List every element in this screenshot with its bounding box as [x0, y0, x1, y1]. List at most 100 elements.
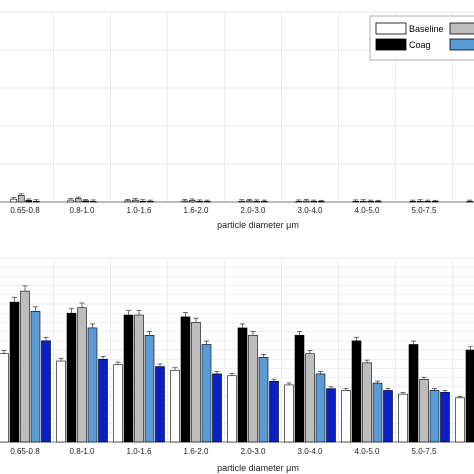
- bottom-bar-4-3: [258, 357, 269, 443]
- top-bar-3-1: [188, 200, 196, 203]
- top-bar-7-3: [431, 201, 439, 203]
- bottom-bar-0-4: [41, 340, 51, 443]
- top-x-tick-label-7: 5.0-7.5: [412, 206, 437, 215]
- top-x-tick-label-1: 0.8-1.0: [70, 206, 95, 215]
- bottom-x-tick-label-2: 1.0-1.6: [127, 447, 152, 456]
- bottom-bar-1-0: [56, 360, 66, 443]
- bottom-x-tick-label-4: 2.0-3.0: [241, 447, 266, 456]
- bottom-bar-1-2: [77, 307, 87, 443]
- top-bar-3-3: [203, 201, 211, 203]
- top-bar-6-0: [352, 201, 360, 203]
- bottom-x-tick-label-7: 5.0-7.5: [412, 447, 437, 456]
- top-bar-1-3: [89, 201, 97, 203]
- bottom-bar-5-2: [305, 353, 315, 443]
- bottom-bar-6-4: [383, 390, 393, 443]
- legend-swatch-baseline: [375, 22, 407, 35]
- bottom-bar-4-0: [227, 375, 237, 443]
- bottom-bar-1-4: [98, 358, 108, 443]
- top-x-tick-label-5: 3.0-4.0: [298, 206, 323, 215]
- bottom-bar-4-1: [237, 327, 248, 443]
- bottom-bar-2-1: [123, 314, 134, 443]
- bottom-bar-7-0: [398, 393, 408, 443]
- top-bar-4-3: [260, 201, 268, 203]
- bottom-x-tick-label-6: 4.0-5.0: [355, 447, 380, 456]
- top-bar-1-1: [74, 198, 82, 203]
- bottom-panel: 0.65-0.8 0.8-1.0 1.0-1.6 1.6-2.0 2.0-3.0 3.0-…: [0, 257, 474, 456]
- bottom-bar-4-4: [269, 380, 279, 443]
- bottom-bar-6-3: [372, 382, 383, 443]
- top-bar-0-1: [17, 195, 25, 203]
- top-bar-3-0: [181, 200, 189, 203]
- top-bar-5-3: [317, 201, 325, 203]
- top-x-tick-label-0: 0.65-0.8: [10, 206, 40, 215]
- top-bar-2-1: [131, 199, 139, 203]
- legend-swatch-lightblue: [449, 38, 474, 51]
- top-x-tick-label-6: 4.0-5.0: [355, 206, 380, 215]
- bottom-bar-0-3: [30, 311, 41, 443]
- bottom-bar-1-1: [66, 312, 77, 443]
- top-bar-4-1: [245, 200, 253, 203]
- bottom-bar-0-0: [0, 353, 9, 443]
- top-bar-5-0: [295, 201, 303, 203]
- bottom-bar-5-1: [294, 334, 305, 443]
- top-bar-7-0: [409, 201, 417, 203]
- bottom-bar-7-3: [429, 390, 440, 443]
- top-bar-7-1: [416, 200, 424, 203]
- top-bar-4-0: [238, 200, 246, 203]
- bottom-bar-0-2: [20, 290, 30, 443]
- bottom-bar-7-2: [419, 379, 429, 443]
- bottom-bar-0-1: [9, 301, 20, 443]
- bottom-x-axis-label: particle diameter μm: [217, 463, 299, 473]
- legend-swatch-gray: [449, 22, 474, 35]
- bottom-bar-8-1: [465, 349, 474, 443]
- bottom-x-tick-label-1: 0.8-1.0: [70, 447, 95, 456]
- bottom-bar-5-4: [326, 388, 336, 443]
- bottom-x-tick-label-3: 1.6-2.0: [184, 447, 209, 456]
- top-bar-4-2: [253, 201, 261, 203]
- bottom-bar-1-3: [87, 327, 98, 443]
- bottom-x-tick-labels: 0.65-0.8 0.8-1.0 1.0-1.6 1.6-2.0 2.0-3.0 3.0-…: [10, 447, 437, 456]
- bottom-bar-2-2: [134, 314, 144, 443]
- bottom-bars: [0, 285, 474, 443]
- top-bar-7-2: [424, 201, 432, 203]
- top-bar-6-1: [359, 200, 367, 203]
- legend-label-baseline: Baseline: [409, 24, 444, 34]
- top-bar-2-0: [124, 200, 132, 203]
- bottom-bar-6-0: [341, 390, 351, 443]
- legend: Baseline Coag: [369, 15, 474, 61]
- top-bar-5-2: [310, 201, 318, 203]
- top-bar-2-2: [139, 200, 147, 203]
- top-x-tick-label-4: 2.0-3.0: [241, 206, 266, 215]
- bottom-bar-2-0: [113, 364, 123, 443]
- top-x-tick-label-3: 1.6-2.0: [184, 206, 209, 215]
- top-x-tick-label-2: 1.0-1.6: [127, 206, 152, 215]
- top-bar-0-0: [10, 198, 18, 203]
- bottom-x-tick-label-5: 3.0-4.0: [298, 447, 323, 456]
- bottom-x-tick-label-0: 0.65-0.8: [10, 447, 40, 456]
- top-bar-6-2: [367, 201, 375, 203]
- bottom-bar-2-4: [155, 366, 165, 443]
- bottom-bar-3-3: [201, 344, 212, 443]
- legend-swatch-coag: [375, 38, 407, 51]
- bottom-bar-8-0: [455, 397, 465, 443]
- bottom-bar-5-3: [315, 373, 326, 443]
- bottom-bar-6-1: [351, 340, 362, 443]
- top-bar-1-0: [67, 199, 75, 203]
- top-bar-3-2: [196, 201, 204, 203]
- bottom-bar-7-4: [440, 392, 450, 443]
- bottom-bar-2-3: [144, 334, 155, 443]
- top-bar-8-0: [466, 201, 474, 203]
- bottom-bar-3-2: [191, 322, 201, 443]
- top-bar-0-3: [32, 200, 40, 203]
- top-bar-5-1: [302, 200, 310, 203]
- top-x-axis-label: particle diameter μm: [217, 220, 299, 230]
- top-panel: 0.65-0.8 0.8-1.0 1.0-1.6 1.6-2.0 2.0-3.0 3.0-…: [0, 11, 474, 215]
- bottom-bar-3-0: [170, 369, 180, 443]
- bottom-bar-6-2: [362, 362, 372, 443]
- top-bar-1-2: [82, 200, 90, 203]
- bottom-bar-4-2: [248, 334, 258, 443]
- top-x-tick-labels: 0.65-0.8 0.8-1.0 1.0-1.6 1.6-2.0 2.0-3.0 3.0-…: [10, 206, 437, 215]
- bottom-bar-5-0: [284, 384, 294, 443]
- bottom-v-grid: [53, 258, 453, 442]
